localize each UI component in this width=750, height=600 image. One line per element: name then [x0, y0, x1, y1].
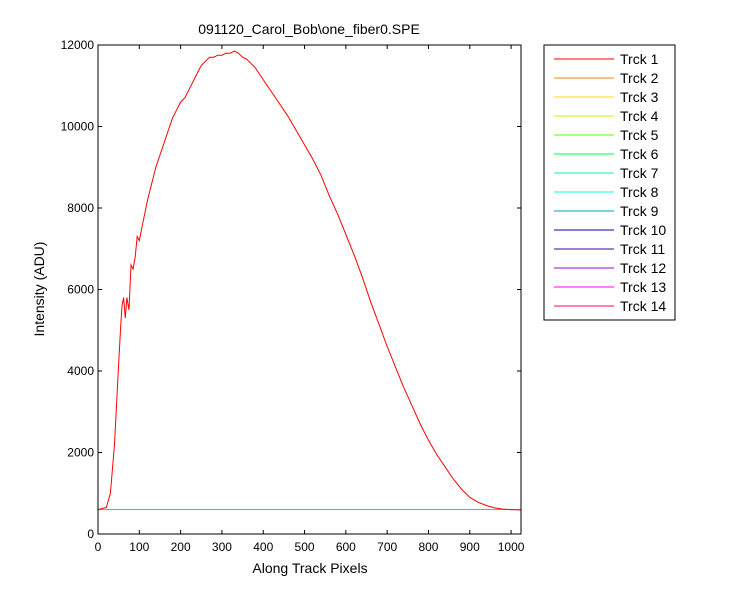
y-axis: 0 2000 4000 6000 8000 10000 12000: [61, 38, 521, 541]
x-tick-label: 900: [460, 540, 480, 554]
x-tick-label: 300: [212, 540, 232, 554]
legend-label: Trck 4: [620, 108, 659, 124]
legend-label: Trck 12: [620, 260, 666, 276]
chart-title: 091120_Carol_Bob\one_fiber0.SPE: [198, 21, 420, 37]
x-tick-label: 1000: [498, 540, 525, 554]
plot-lines: [97, 50, 522, 511]
y-tick-label: 4000: [67, 364, 94, 378]
legend: Trck 1 Trck 2 Trck 3 Trck 4 Trck 5 Trck 6 Trck…: [543, 44, 676, 321]
legend-label: Trck 10: [620, 222, 666, 238]
legend-label: Trck 13: [620, 279, 666, 295]
x-tick-label: 600: [336, 540, 356, 554]
x-tick-label: 500: [295, 540, 315, 554]
legend-label: Trck 9: [620, 203, 659, 219]
x-axis: 0 100 200 300 400 500 600 700 800 900 1000: [95, 45, 525, 554]
x-tick-label: 0: [95, 540, 102, 554]
y-tick-label: 6000: [67, 283, 94, 297]
plot-area: [98, 45, 521, 534]
y-axis-title: Intensity (ADU): [31, 242, 47, 337]
legend-label: Trck 7: [620, 165, 659, 181]
series-line-trck-1: [97, 50, 522, 511]
legend-box: [543, 44, 676, 321]
x-tick-label: 100: [129, 540, 149, 554]
x-tick-label: 200: [171, 540, 191, 554]
y-tick-label: 12000: [61, 38, 95, 52]
legend-label: Trck 11: [620, 241, 665, 257]
x-tick-label: 400: [253, 540, 273, 554]
y-tick-label: 0: [87, 527, 94, 541]
y-tick-label: 2000: [67, 446, 94, 460]
legend-label: Trck 6: [620, 146, 659, 162]
legend-label: Trck 1: [620, 51, 659, 67]
y-tick-label: 10000: [61, 120, 95, 134]
legend-label: Trck 2: [620, 70, 659, 86]
legend-label: Trck 3: [620, 89, 659, 105]
legend-label: Trck 14: [620, 298, 666, 314]
x-tick-label: 800: [418, 540, 438, 554]
y-tick-label: 8000: [67, 201, 94, 215]
legend-label: Trck 8: [620, 184, 659, 200]
x-tick-label: 700: [377, 540, 397, 554]
legend-label: Trck 5: [620, 127, 659, 143]
x-axis-title: Along Track Pixels: [252, 560, 367, 576]
